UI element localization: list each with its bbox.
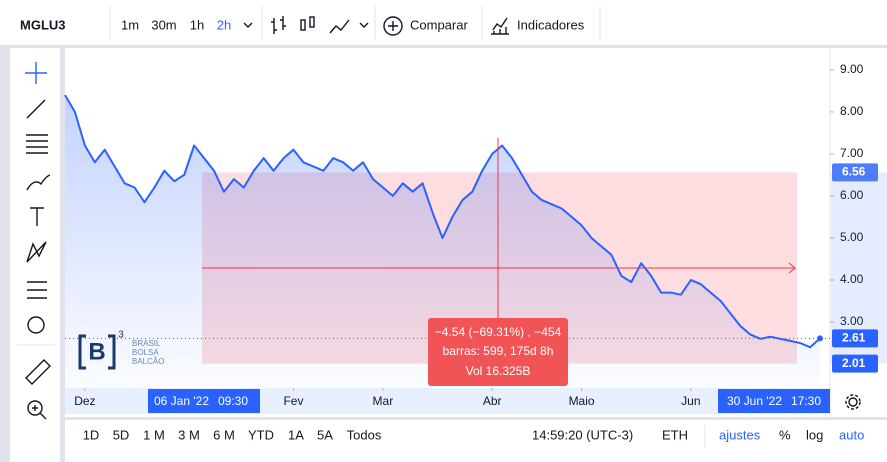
percent[interactable]: % <box>779 427 791 442</box>
logo-line: BOLSA <box>132 348 159 357</box>
area <box>65 95 820 388</box>
range-button[interactable]: 6 M <box>213 427 235 442</box>
tooltip-line: −4.54 (−69.31%) , −454 <box>435 325 562 339</box>
interval-menu[interactable] <box>243 22 253 28</box>
compare-icon[interactable] <box>383 16 403 36</box>
drawing-tools[interactable] <box>25 62 51 420</box>
auto[interactable]: auto <box>839 427 864 442</box>
measure-arrow <box>202 262 796 274</box>
logo: B 3 BRASIL BOLSA BALCÃO <box>78 330 164 370</box>
indicators-icon[interactable] <box>491 17 509 35</box>
interval[interactable]: 2h <box>217 17 231 32</box>
symbol[interactable]: MGLU3 <box>20 17 66 32</box>
settings-icon[interactable] <box>845 394 861 410</box>
range-button[interactable]: 5A <box>317 427 333 442</box>
range-start <box>148 389 260 413</box>
y-tick-label: 3.00 <box>840 314 864 328</box>
chart-type-icons[interactable] <box>271 16 369 34</box>
compare[interactable]: Comparar <box>410 17 468 32</box>
y-tick-label: 8.00 <box>840 104 864 118</box>
price-label-box <box>832 329 878 348</box>
range-date: 06 Jan '22 <box>154 394 209 408</box>
clock: 14:59:20 (UTC-3) <box>532 427 633 442</box>
bottom-bar <box>65 420 887 462</box>
logo-sup: 3 <box>118 330 124 341</box>
range-button[interactable]: YTD <box>248 427 274 442</box>
price-line <box>64 94 821 349</box>
price-label: 6.56 <box>842 165 866 179</box>
interval[interactable]: 30m <box>151 17 176 32</box>
adjust[interactable]: ajustes <box>719 427 761 442</box>
left-toolbar <box>10 48 60 462</box>
tooltip-line: Vol 16.325B <box>466 364 531 378</box>
log[interactable]: log <box>806 427 823 442</box>
y-tick-label: 7.00 <box>840 146 864 160</box>
price-label-box <box>832 163 878 182</box>
interval[interactable]: 1h <box>190 17 204 32</box>
range-time: 09:30 <box>218 394 248 408</box>
x-tick-label: Abr <box>483 394 502 408</box>
price-label-box <box>832 354 878 373</box>
measure-tooltip <box>428 318 568 386</box>
range-button[interactable]: Todos <box>347 427 382 442</box>
x-tick-label: Fev <box>283 394 303 408</box>
top-toolbar <box>0 0 887 45</box>
range-button[interactable]: 5D <box>113 427 130 442</box>
interval[interactable]: 1m <box>121 17 139 32</box>
range-end <box>718 389 830 413</box>
logo-mark: B <box>88 338 105 365</box>
logo-line: BRASIL <box>132 339 161 348</box>
y-tick-label: 9.00 <box>840 62 864 76</box>
range-button[interactable]: 3 M <box>178 427 200 442</box>
session[interactable]: ETH <box>662 427 688 442</box>
range-button[interactable]: 1D <box>83 427 100 442</box>
x-tick-label: Mar <box>373 394 394 408</box>
range-time: 17:30 <box>791 394 821 408</box>
last-point <box>817 335 823 342</box>
price-label: 2.01 <box>842 356 866 370</box>
tooltip-line: barras: 599, 175d 8h <box>443 344 554 358</box>
x-tick-label: Jun <box>681 394 700 408</box>
y-tick-label: 4.00 <box>840 272 864 286</box>
indicators[interactable]: Indicadores <box>517 17 585 32</box>
logo-line: BALCÃO <box>132 357 164 366</box>
range-date: 30 Jun '22 <box>727 394 782 408</box>
x-tick-label: Dez <box>74 394 95 408</box>
range-button[interactable]: 1 M <box>143 427 165 442</box>
y-tick-label: 5.00 <box>840 230 864 244</box>
y-tick-label: 6.00 <box>840 188 864 202</box>
price-label: 2.61 <box>842 331 866 345</box>
x-tick-label: Maio <box>569 394 595 408</box>
range-button[interactable]: 1A <box>288 427 304 442</box>
